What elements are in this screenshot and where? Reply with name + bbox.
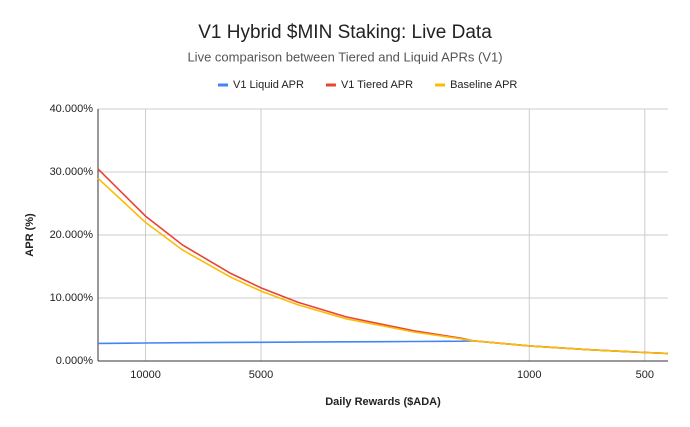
series-line <box>97 339 669 355</box>
y-tick-label: 30.000% <box>50 166 94 178</box>
x-tick-label: 10000 <box>130 369 161 381</box>
legend-label: Baseline APR <box>450 79 517 91</box>
x-tick-label: 5000 <box>249 369 273 381</box>
y-tick-label: 10.000% <box>50 292 94 304</box>
x-tick-label: 500 <box>636 369 654 381</box>
x-tick-label: 1000 <box>517 369 541 381</box>
y-axis-title: APR (%) <box>24 213 36 257</box>
y-tick-label: 0.000% <box>56 355 94 367</box>
series-line <box>97 177 669 355</box>
chart-title: V1 Hybrid $MIN Staking: Live Data <box>198 22 492 43</box>
y-tick-label: 20.000% <box>50 229 94 241</box>
y-tick-label: 40.000% <box>50 103 94 115</box>
legend-label: V1 Tiered APR <box>341 79 413 91</box>
legend-label: V1 Liquid APR <box>233 79 304 91</box>
chart-subtitle: Live comparison between Tiered and Liqui… <box>187 49 502 64</box>
x-axis-title: Daily Rewards ($ADA) <box>325 396 441 408</box>
